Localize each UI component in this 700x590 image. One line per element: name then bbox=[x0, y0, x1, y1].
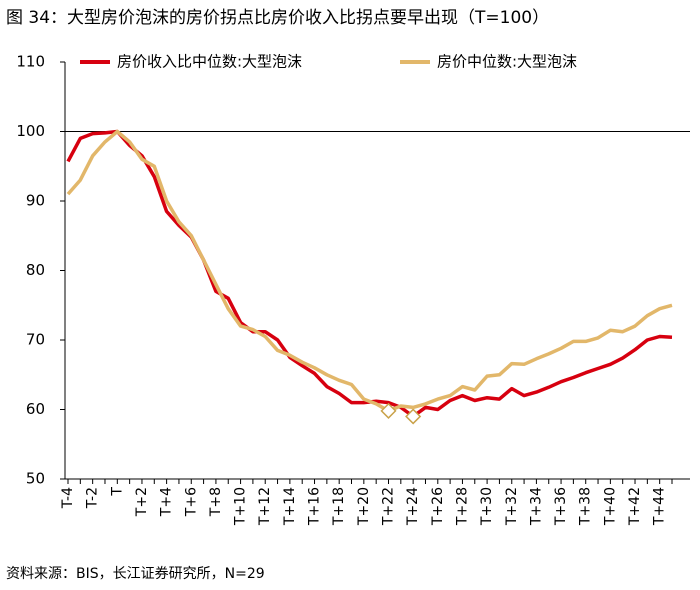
x-tick-label: T+22 bbox=[380, 487, 396, 526]
y-tick-label: 100 bbox=[16, 122, 45, 140]
x-tick-label: T+28 bbox=[454, 487, 470, 526]
x-tick-label: T+4 bbox=[159, 487, 175, 517]
source: 资料来源：BIS，长江证券研究所，N=29 bbox=[6, 566, 265, 582]
x-tick-label: T+42 bbox=[627, 487, 643, 526]
x-tick-label: T+20 bbox=[356, 487, 372, 526]
x-tick-label: T-4 bbox=[60, 487, 76, 509]
x-tick-label: T+30 bbox=[479, 487, 495, 526]
x-tick-label: T+38 bbox=[578, 487, 594, 526]
x-tick-label: T+32 bbox=[504, 487, 520, 526]
x-tick-label: T+8 bbox=[208, 487, 224, 517]
x-tick-label: T-2 bbox=[85, 487, 101, 509]
x-tick-label: T+2 bbox=[134, 487, 150, 517]
y-tick-label: 60 bbox=[26, 400, 45, 418]
y-tick-label: 110 bbox=[16, 53, 45, 71]
y-tick-label: 80 bbox=[26, 261, 45, 279]
x-tick-label: T+12 bbox=[257, 487, 273, 526]
x-tick-label: T+6 bbox=[183, 487, 199, 517]
legend-label: 房价收入比中位数:大型泡沫 bbox=[117, 53, 302, 71]
y-tick-label: 50 bbox=[26, 470, 45, 488]
x-tick-label: T+14 bbox=[282, 487, 298, 526]
point-marker bbox=[405, 408, 422, 425]
x-tick-label: T+36 bbox=[553, 487, 569, 526]
x-tick-label: T+26 bbox=[430, 487, 446, 526]
x-tick-label: T+24 bbox=[405, 487, 421, 526]
y-tick-label: 70 bbox=[26, 331, 45, 349]
x-tick-label: T+18 bbox=[331, 487, 347, 526]
x-tick-label: T+40 bbox=[602, 487, 618, 526]
x-tick-label: T+34 bbox=[528, 487, 544, 526]
x-tick-label: T+10 bbox=[233, 487, 249, 526]
series-line bbox=[66, 129, 673, 413]
x-tick-label: T bbox=[109, 487, 125, 497]
legend-label: 房价中位数:大型泡沫 bbox=[437, 53, 577, 71]
chart-title: 图 34：大型房价泡沫的房价拐点比房价收入比拐点要早出现（T=100） bbox=[6, 8, 549, 28]
x-tick-label: T+16 bbox=[307, 487, 323, 526]
y-tick-label: 90 bbox=[26, 192, 45, 210]
x-tick-label: T+44 bbox=[652, 487, 668, 526]
point-marker bbox=[380, 402, 397, 419]
